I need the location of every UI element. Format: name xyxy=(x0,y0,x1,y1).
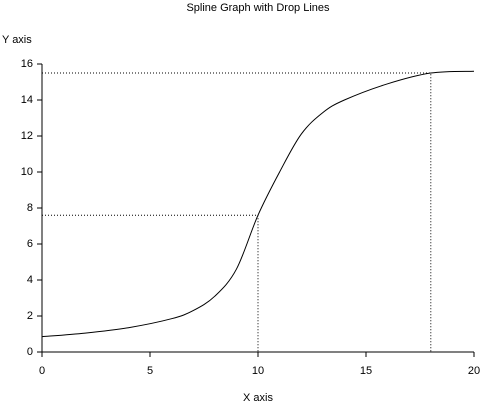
x-tick-label: 0 xyxy=(39,365,45,377)
chart-title: Spline Graph with Drop Lines xyxy=(186,2,330,14)
y-tick-label: 12 xyxy=(21,130,33,142)
x-tick-label: 15 xyxy=(360,365,372,377)
x-tick-label: 10 xyxy=(252,365,264,377)
y-tick-label: 16 xyxy=(21,58,33,70)
x-tick-label: 20 xyxy=(468,365,480,377)
y-tick-label: 2 xyxy=(27,310,33,322)
y-tick-label: 4 xyxy=(27,274,33,286)
x-tick-label: 5 xyxy=(147,365,153,377)
y-tick-label: 0 xyxy=(27,346,33,358)
y-tick-label: 8 xyxy=(27,202,33,214)
drop-line xyxy=(42,72,432,352)
y-tick-label: 10 xyxy=(21,166,33,178)
y-tick-label: 6 xyxy=(27,238,33,250)
x-axis-label: X axis xyxy=(243,392,273,404)
drop-line xyxy=(42,214,259,352)
line xyxy=(41,70,475,338)
y-tick-label: 14 xyxy=(21,94,33,106)
y-axis-label: Y axis xyxy=(2,34,32,46)
